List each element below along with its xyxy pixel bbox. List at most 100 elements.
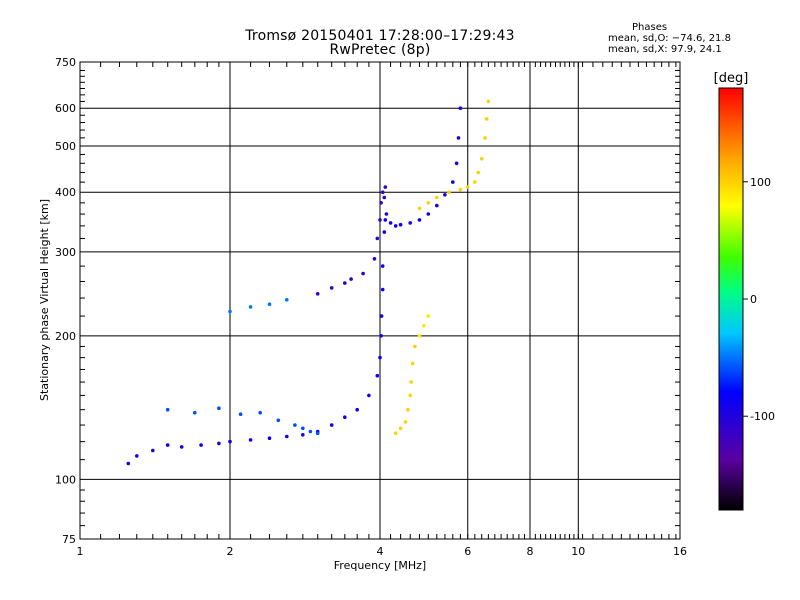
data-point (413, 344, 417, 349)
data-point (315, 292, 320, 296)
data-point (447, 190, 451, 194)
data-point (422, 323, 426, 328)
data-point (458, 187, 463, 192)
data-point (380, 190, 385, 194)
data-point (375, 373, 380, 378)
data-point (483, 136, 487, 140)
x-tick-label: 1 (77, 545, 84, 558)
data-point (375, 236, 380, 241)
y-tick-label: 300 (55, 246, 76, 259)
data-point (378, 355, 382, 360)
data-point (484, 117, 489, 121)
data-point (382, 230, 387, 234)
grid-layer (80, 62, 680, 539)
y-tick-label: 750 (55, 56, 76, 69)
data-point (355, 407, 360, 412)
data-point (301, 433, 305, 437)
data-point (378, 218, 382, 222)
data-point (293, 423, 297, 427)
data-point (417, 206, 422, 211)
data-point (486, 99, 491, 104)
x-tick-label: 2 (227, 545, 234, 558)
x-tick-label: 16 (673, 545, 687, 558)
colorbar-label: [deg] (714, 71, 749, 86)
data-point (382, 195, 387, 200)
data-point (443, 193, 447, 197)
x-tick-label: 4 (377, 545, 384, 558)
data-point (406, 407, 410, 412)
data-point (248, 438, 253, 442)
y-tick-label: 500 (55, 140, 76, 153)
data-point (301, 426, 305, 431)
data-point (248, 305, 253, 309)
data-point (329, 286, 334, 290)
data-point (379, 201, 383, 205)
data-point (456, 136, 461, 140)
data-point (465, 185, 470, 189)
y-tick-label: 200 (55, 330, 76, 343)
y-tick-label: 100 (55, 473, 76, 486)
data-point (329, 423, 334, 427)
data-point (315, 431, 320, 436)
data-point (410, 361, 415, 366)
data-point (179, 445, 184, 449)
data-point (367, 393, 371, 398)
data-point (393, 224, 398, 228)
data-point (379, 314, 384, 318)
stats-heading: Phases (632, 22, 668, 33)
data-point (267, 436, 272, 441)
y-tick-label: 75 (62, 533, 76, 546)
data-point (403, 420, 408, 424)
x-ticks: 1 2 4 6 8 10 16 (77, 62, 687, 558)
data-point (165, 443, 170, 447)
data-point (426, 212, 431, 216)
data-point (285, 298, 289, 302)
data-point (417, 218, 422, 222)
data-point (276, 418, 281, 423)
data-point (458, 106, 463, 110)
data-point (426, 314, 431, 318)
data-point (135, 454, 139, 458)
data-point (398, 426, 403, 431)
colorbar-tick-label: 100 (750, 176, 771, 189)
data-point (343, 281, 347, 285)
data-point (126, 461, 131, 466)
data-point (409, 380, 414, 384)
y-axis-label: Stationary phase Virtual Height [km] (38, 199, 51, 401)
data-point (393, 431, 398, 436)
data-point (193, 410, 197, 415)
data-point (372, 257, 377, 261)
x-axis-label: Frequency [MHz] (334, 559, 426, 572)
data-point (199, 443, 203, 447)
x-tick-label: 10 (571, 545, 585, 558)
data-point (435, 203, 439, 208)
data-point (384, 212, 389, 216)
colorbar-tick-label: 0 (750, 293, 757, 306)
data-point (426, 201, 431, 205)
data-point (285, 434, 289, 439)
data-point (417, 334, 422, 338)
y-tick-label: 400 (55, 186, 76, 199)
data-point (258, 410, 263, 415)
data-point (383, 218, 388, 222)
data-point (380, 287, 385, 292)
colorbar (718, 87, 744, 511)
data-point (380, 264, 385, 268)
data-point (361, 271, 365, 276)
data-point (308, 429, 313, 434)
data-point (479, 157, 484, 161)
data-point (388, 221, 393, 225)
chart-title: Tromsø 20150401 17:28:00–17:29:43 (245, 28, 515, 44)
x-tick-label: 6 (464, 545, 471, 558)
data-point (451, 180, 455, 184)
data-point (473, 180, 477, 184)
y-ticks: 75 100 200 300 400 500 600 750 (55, 56, 680, 546)
data-point (165, 407, 170, 412)
data-point (228, 439, 232, 444)
data-point (151, 448, 155, 453)
data-point (379, 334, 383, 338)
y-tick-label: 600 (55, 102, 76, 115)
data-point (217, 406, 221, 411)
data-point (398, 222, 403, 227)
